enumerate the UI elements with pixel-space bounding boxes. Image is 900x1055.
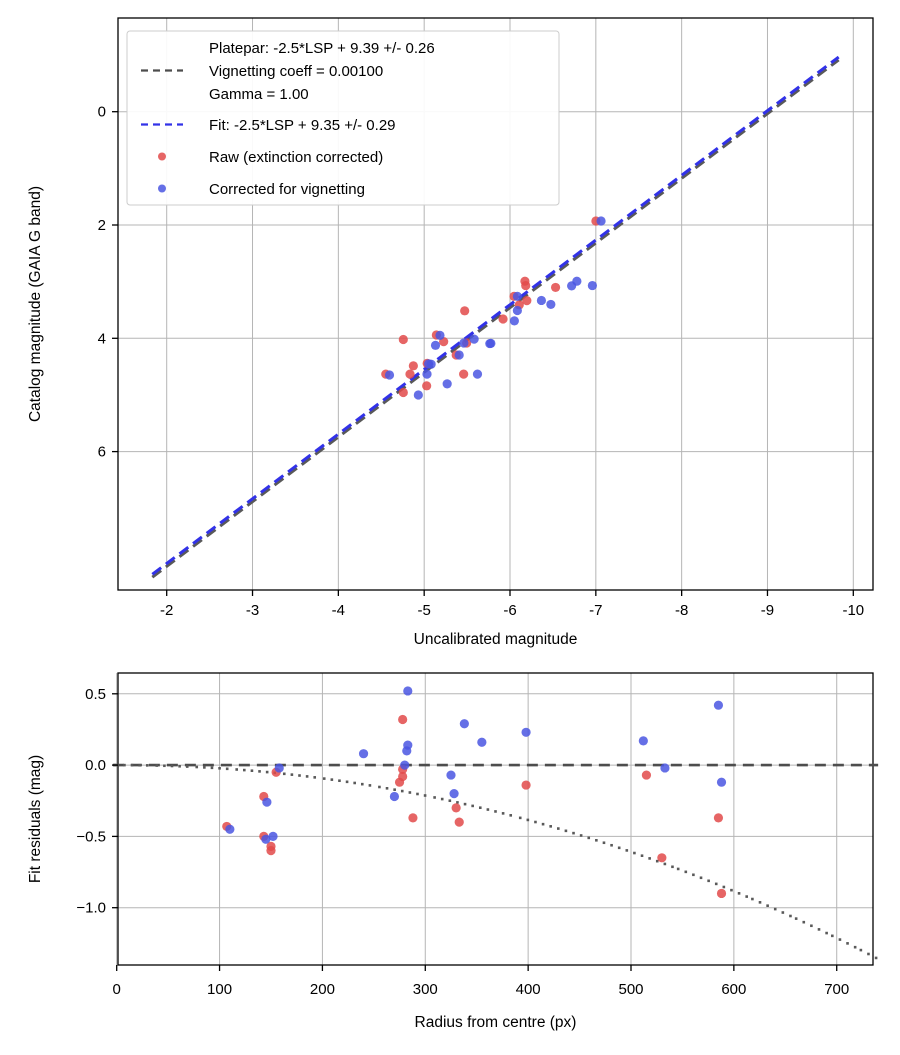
svg-text:Gamma = 1.00: Gamma = 1.00 <box>209 86 309 103</box>
svg-text:-7: -7 <box>589 602 602 619</box>
svg-text:Catalog magnitude (GAIA G band: Catalog magnitude (GAIA G band) <box>27 186 44 422</box>
svg-text:700: 700 <box>824 981 849 998</box>
svg-text:0: 0 <box>98 104 106 121</box>
svg-text:-3: -3 <box>246 602 259 619</box>
svg-text:0: 0 <box>113 981 121 998</box>
svg-text:0.5: 0.5 <box>85 686 106 703</box>
svg-text:-5: -5 <box>418 602 431 619</box>
svg-text:600: 600 <box>721 981 746 998</box>
svg-text:Platepar: -2.5*LSP + 9.39 +/-: Platepar: -2.5*LSP + 9.39 +/- 0.26 <box>209 40 435 57</box>
svg-text:Fit residuals (mag): Fit residuals (mag) <box>27 755 44 883</box>
svg-text:Uncalibrated magnitude: Uncalibrated magnitude <box>414 631 578 648</box>
svg-text:-8: -8 <box>675 602 688 619</box>
svg-text:-9: -9 <box>761 602 774 619</box>
svg-text:Corrected for vignetting: Corrected for vignetting <box>209 181 365 198</box>
svg-text:-2: -2 <box>160 602 173 619</box>
svg-text:0.0: 0.0 <box>85 757 106 774</box>
svg-text:Radius from centre (px): Radius from centre (px) <box>415 1014 577 1031</box>
svg-text:4: 4 <box>98 330 106 347</box>
svg-text:300: 300 <box>413 981 438 998</box>
svg-text:100: 100 <box>207 981 232 998</box>
svg-text:400: 400 <box>516 981 541 998</box>
svg-text:-4: -4 <box>332 602 345 619</box>
svg-text:-10: -10 <box>842 602 864 619</box>
svg-text:6: 6 <box>98 444 106 461</box>
svg-text:Fit: -2.5*LSP + 9.35 +/- 0.29: Fit: -2.5*LSP + 9.35 +/- 0.29 <box>209 117 396 134</box>
svg-text:Raw (extinction corrected): Raw (extinction corrected) <box>209 149 383 166</box>
svg-text:-6: -6 <box>503 602 516 619</box>
svg-text:−0.5: −0.5 <box>76 828 106 845</box>
svg-text:200: 200 <box>310 981 335 998</box>
svg-text:Vignetting coeff = 0.00100: Vignetting coeff = 0.00100 <box>209 63 383 80</box>
svg-text:2: 2 <box>98 217 106 234</box>
svg-text:−1.0: −1.0 <box>76 900 106 917</box>
svg-text:500: 500 <box>618 981 643 998</box>
